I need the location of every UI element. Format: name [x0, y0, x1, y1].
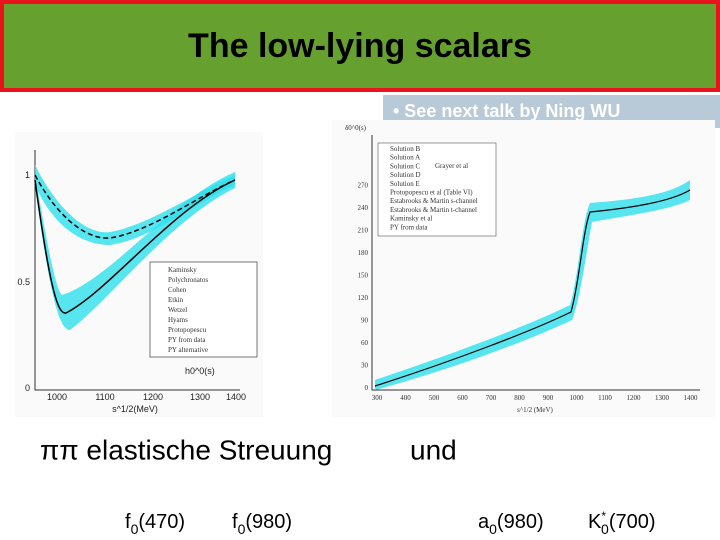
note: • See next talk by Ning WU — [393, 101, 620, 121]
title: The low-lying scalars — [188, 27, 532, 65]
legend-entry: Kaminsky et al — [390, 215, 432, 223]
y-tick-label: 210 — [358, 227, 369, 235]
x-axis-label: s^1/2 (MeV) — [517, 406, 553, 414]
legend-entry: Grayer et al — [435, 162, 468, 170]
label-sub: 0 — [489, 521, 497, 537]
x-tick-label: 1400 — [226, 392, 246, 402]
label-rest: (980) — [245, 511, 292, 533]
legend-entry: Polychronatos — [168, 276, 208, 284]
particle-label: a0(980) — [478, 511, 544, 537]
x-tick-label: 1200 — [143, 392, 163, 402]
axes — [371, 135, 700, 391]
label-sub: 0 — [238, 521, 246, 537]
legend-entry: Cohen — [168, 286, 187, 294]
label-base: f — [232, 511, 238, 533]
axes — [34, 150, 240, 391]
particle-label: f0(470) — [125, 511, 185, 537]
x-tick-label: 500 — [429, 394, 440, 402]
x-tick-label: 1100 — [598, 394, 612, 402]
right-plot — [332, 120, 715, 417]
curve — [34, 179, 236, 314]
legend-entry: Kaminsky — [168, 266, 197, 274]
y-tick-label: 60 — [361, 339, 369, 347]
legend-entry: PY from data — [168, 336, 206, 344]
y-tick-label: 270 — [358, 182, 369, 190]
curve-label: h0^0(s) — [185, 366, 215, 376]
y-tick-label: 90 — [361, 317, 369, 325]
x-tick-label: 1100 — [95, 392, 114, 402]
legend-box — [149, 261, 258, 358]
y-tick-label: 150 — [358, 272, 369, 280]
particle-label: K* 0(700) — [588, 509, 656, 537]
curve — [374, 189, 691, 387]
legend-entry: Protopopescu — [168, 326, 207, 334]
label-base: f — [125, 511, 131, 533]
y-tick-label: 0.5 — [17, 277, 30, 287]
legend-entry: Solution A — [390, 154, 420, 162]
label-sub: 0 — [131, 521, 139, 537]
y-tick-label: 30 — [361, 362, 369, 370]
particle-label: f0(980) — [232, 511, 292, 537]
legend-entry: Solution E — [390, 180, 420, 188]
legend-entry: Hyams — [168, 316, 188, 324]
legend-entry: Estabrooks & Martin t-channel — [390, 206, 477, 214]
y-tick-label: 0 — [365, 384, 369, 392]
x-tick-label: 900 — [543, 394, 554, 402]
x-tick-label: 1300 — [190, 392, 210, 402]
x-tick-label: 600 — [457, 394, 468, 402]
label-sup: * — [601, 509, 606, 523]
x-tick-label: 1400 — [684, 394, 699, 402]
legend-entry: Solution B — [390, 145, 420, 153]
text-line: ππ elastische Streuung — [40, 434, 332, 465]
y-tick-label: 1 — [25, 170, 30, 180]
label-base: a — [478, 511, 490, 533]
legend-entry: Protopopescu et al (Table VI) — [390, 189, 473, 197]
label-rest: (470) — [138, 511, 185, 533]
x-tick-label: 1000 — [47, 392, 67, 402]
legend-entry: Etkin — [168, 296, 184, 304]
label-rest: (980) — [497, 511, 544, 533]
legend-box — [377, 142, 497, 237]
label-sub: 0 — [601, 521, 609, 537]
x-tick-label: 400 — [400, 394, 411, 402]
text-line: und — [410, 434, 457, 465]
y-axis-label: δ0^0(s) — [345, 124, 367, 132]
x-tick-label: 1000 — [570, 394, 585, 402]
x-tick-label: 800 — [514, 394, 525, 402]
legend-entry: PY from data — [390, 223, 428, 231]
x-tick-label: 1200 — [627, 394, 642, 402]
x-tick-label: 300 — [372, 394, 383, 402]
label-base: K — [588, 511, 602, 533]
title-bar — [0, 0, 720, 92]
x-axis-label: s^1/2(MeV) — [112, 404, 158, 414]
legend-entry: Solution C — [390, 162, 420, 170]
y-tick-label: 0 — [25, 383, 30, 393]
y-tick-label: 180 — [358, 249, 369, 257]
curve — [34, 174, 236, 239]
label-rest: (700) — [609, 511, 656, 533]
y-tick-label: 240 — [358, 204, 369, 212]
y-tick-label: 120 — [358, 294, 369, 302]
legend-entry: Wetzel — [168, 306, 187, 314]
legend-entry: Estabrooks & Martin s-channel — [390, 197, 478, 205]
x-tick-label: 700 — [486, 394, 497, 402]
legend-entry: PY alternative — [168, 346, 208, 354]
left-plot — [15, 132, 263, 417]
legend-entry: Solution D — [390, 171, 421, 179]
x-tick-label: 1300 — [655, 394, 670, 402]
